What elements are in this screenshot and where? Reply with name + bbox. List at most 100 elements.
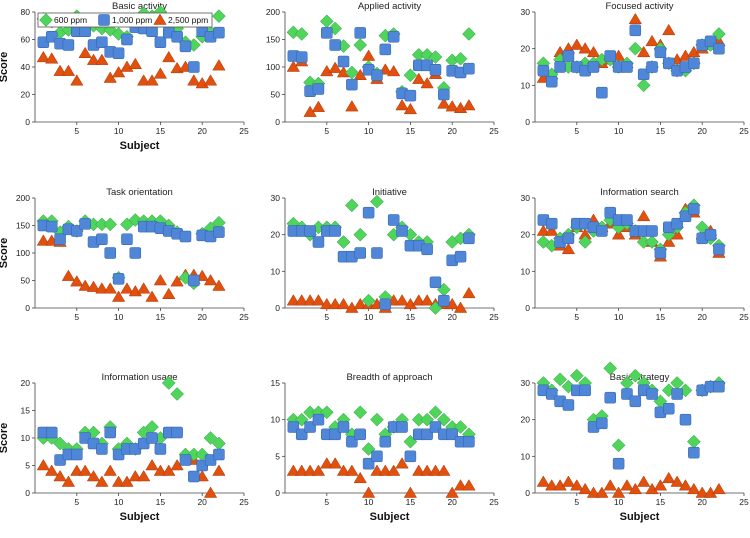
series-2500-ppm bbox=[286, 457, 476, 498]
data-point-2500-ppm bbox=[336, 297, 351, 310]
data-point-2500-ppm bbox=[428, 464, 443, 476]
x-tick-label: 20 bbox=[447, 497, 457, 507]
data-point-2500-ppm bbox=[36, 459, 50, 471]
data-point-1000-ppm bbox=[646, 61, 658, 73]
x-tick-label: 5 bbox=[324, 497, 329, 507]
data-point-2500-ppm bbox=[303, 464, 317, 476]
y-axis-label: Score bbox=[0, 423, 10, 454]
x-tick-label: 20 bbox=[447, 312, 457, 322]
y-tick-label: 10 bbox=[21, 433, 31, 443]
legend-box bbox=[37, 12, 213, 28]
data-point-2500-ppm bbox=[36, 234, 50, 246]
x-tick-label: 10 bbox=[364, 312, 374, 322]
chart-panels: Basic activity 0 20 40 60 80 5 10 15 20 25 Subject S… bbox=[0, 1, 749, 523]
y-tick-label: 0 bbox=[25, 303, 30, 313]
data-point-1000-ppm bbox=[554, 61, 566, 73]
data-point-2500-ppm bbox=[395, 294, 409, 306]
data-point-2500-ppm bbox=[328, 457, 342, 469]
data-point-2500-ppm bbox=[403, 102, 418, 115]
y-tick-label: 0 bbox=[25, 488, 30, 498]
y-tick-label: 200 bbox=[16, 193, 30, 203]
data-point-2500-ppm bbox=[328, 297, 342, 310]
y-tick-label: 60 bbox=[21, 35, 31, 45]
data-point-600-ppm bbox=[569, 368, 584, 383]
data-point-1000-ppm bbox=[62, 39, 75, 51]
x-tick-label: 25 bbox=[239, 126, 249, 136]
data-point-2500-ppm bbox=[212, 279, 226, 291]
data-point-1000-ppm bbox=[346, 78, 358, 91]
y-tick-label: 10 bbox=[521, 266, 531, 276]
data-point-1000-ppm bbox=[329, 225, 341, 237]
y-tick-label: 20 bbox=[21, 378, 31, 388]
data-point-1000-ppm bbox=[179, 454, 192, 466]
chart-title: Applied activity bbox=[358, 1, 422, 12]
chart-title: Breadth of approach bbox=[346, 372, 432, 383]
y-tick-label: 30 bbox=[271, 193, 281, 203]
data-point-1000-ppm bbox=[404, 89, 417, 102]
data-point-1000-ppm bbox=[354, 428, 366, 441]
data-point-1000-ppm bbox=[387, 214, 400, 226]
data-point-2500-ppm bbox=[545, 479, 559, 491]
data-point-1000-ppm bbox=[112, 273, 125, 285]
y-tick-label: 20 bbox=[21, 90, 31, 100]
data-point-2500-ppm bbox=[61, 269, 76, 281]
data-point-2500-ppm bbox=[662, 23, 676, 36]
data-point-600-ppm bbox=[636, 78, 651, 93]
x-tick-label: 25 bbox=[489, 497, 499, 507]
y-tick-label: 150 bbox=[16, 221, 30, 231]
data-point-1000-ppm bbox=[562, 50, 575, 62]
data-point-1000-ppm bbox=[713, 380, 725, 393]
data-point-1000-ppm bbox=[104, 426, 116, 439]
data-point-2500-ppm bbox=[345, 100, 359, 112]
legend-entry-2500-ppm: 2,500 ppm bbox=[153, 13, 208, 25]
data-point-2500-ppm bbox=[412, 72, 426, 84]
y-tick-label: 10 bbox=[521, 80, 531, 90]
data-point-2500-ppm bbox=[45, 52, 59, 64]
data-point-2500-ppm bbox=[695, 486, 709, 498]
x-tick-label: 10 bbox=[614, 126, 624, 136]
data-point-1000-ppm bbox=[537, 64, 550, 77]
data-point-1000-ppm bbox=[587, 61, 600, 73]
data-point-1000-ppm bbox=[629, 24, 642, 37]
data-point-1000-ppm bbox=[562, 232, 575, 245]
data-point-600-ppm bbox=[370, 412, 384, 427]
data-point-2500-ppm bbox=[687, 482, 701, 495]
data-point-1000-ppm bbox=[354, 247, 366, 259]
data-point-2500-ppm bbox=[445, 100, 459, 112]
data-point-2500-ppm bbox=[595, 486, 609, 498]
data-point-2500-ppm bbox=[611, 486, 626, 498]
legend-label: 2,500 ppm bbox=[168, 15, 208, 25]
data-point-1000-ppm bbox=[337, 55, 350, 68]
data-point-1000-ppm bbox=[295, 51, 308, 63]
data-point-600-ppm bbox=[403, 68, 418, 83]
data-point-2500-ppm bbox=[70, 275, 84, 287]
data-point-1000-ppm bbox=[646, 388, 658, 400]
data-point-2500-ppm bbox=[36, 50, 50, 63]
y-axis-label: Score bbox=[0, 52, 10, 83]
data-point-600-ppm bbox=[103, 217, 118, 232]
data-point-600-ppm bbox=[170, 387, 184, 401]
legend-label: 1,000 ppm bbox=[112, 15, 152, 25]
x-tick-label: 25 bbox=[739, 126, 749, 136]
y-tick-label: 150 bbox=[266, 35, 280, 45]
data-point-2500-ppm bbox=[445, 486, 459, 498]
data-point-1000-ppm bbox=[96, 36, 108, 48]
data-point-600-ppm bbox=[361, 293, 376, 308]
legend-label: 600 ppm bbox=[54, 15, 87, 25]
data-point-600-ppm bbox=[353, 405, 368, 420]
x-tick-label: 5 bbox=[74, 497, 79, 507]
y-tick-label: 0 bbox=[525, 488, 530, 498]
data-point-1000-ppm bbox=[129, 247, 142, 259]
data-point-2500-ppm bbox=[462, 479, 476, 491]
x-tick-label: 15 bbox=[656, 312, 666, 322]
data-point-600-ppm bbox=[161, 376, 176, 390]
data-point-1000-ppm bbox=[371, 450, 383, 463]
data-point-600-ppm bbox=[53, 436, 67, 451]
data-point-1000-ppm bbox=[688, 446, 700, 459]
data-point-2500-ppm bbox=[153, 464, 168, 476]
data-point-1000-ppm bbox=[404, 450, 417, 463]
data-point-2500-ppm bbox=[453, 479, 468, 491]
series-1000-ppm bbox=[287, 206, 475, 311]
x-tick-label: 20 bbox=[447, 126, 457, 136]
x-tick-label: 15 bbox=[406, 312, 416, 322]
